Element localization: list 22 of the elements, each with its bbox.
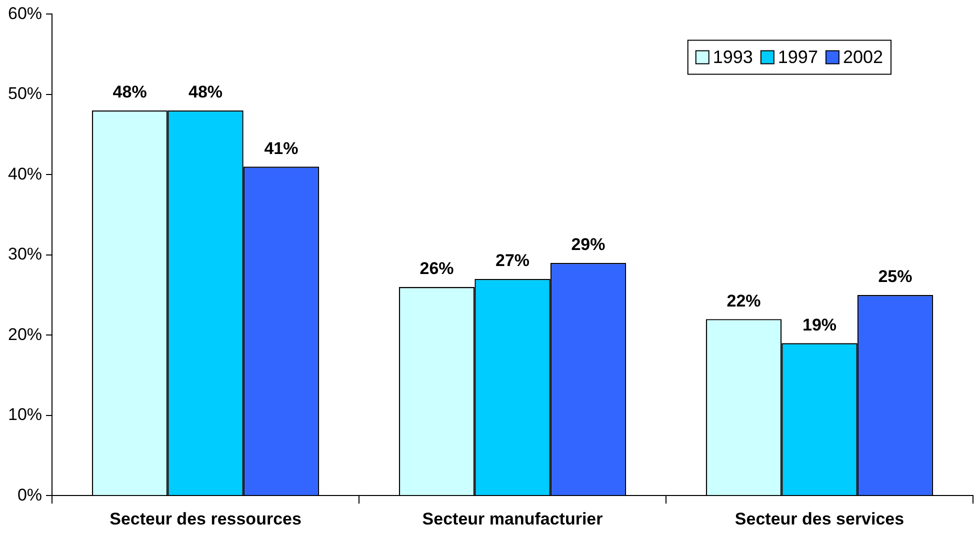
y-tick-label: 30% (8, 244, 42, 264)
y-tick-label: 50% (8, 84, 42, 104)
y-tick-label: 20% (8, 324, 42, 344)
data-label: 41% (264, 138, 298, 158)
data-label: 29% (571, 235, 606, 254)
data-label: 48% (188, 82, 223, 102)
data-label: 48% (112, 82, 147, 102)
legend-label: 1993 (712, 47, 753, 68)
y-tick-label: 10% (8, 405, 42, 424)
legend-label: 1997 (778, 47, 818, 68)
data-label: 22% (726, 291, 761, 310)
data-label: 27% (495, 251, 530, 270)
data-label: 26% (420, 259, 454, 278)
y-tick-label: 40% (8, 164, 42, 184)
data-label: 25% (878, 267, 912, 286)
data-label: 19% (802, 315, 837, 334)
x-tick-label: Secteur des ressources (110, 509, 302, 528)
legend-label: 2002 (842, 47, 884, 68)
x-tick-label: Secteur manufacturier (422, 509, 604, 528)
x-tick-label: Secteur des services (734, 509, 904, 528)
y-tick-label: 0% (17, 485, 42, 504)
y-tick-label: 60% (8, 4, 42, 23)
